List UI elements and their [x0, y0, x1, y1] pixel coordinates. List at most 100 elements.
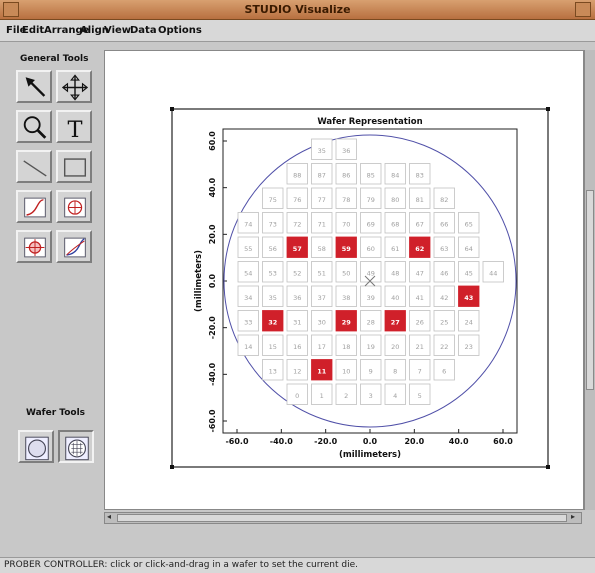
line-tool-button[interactable] [16, 150, 52, 183]
die-cell[interactable]: 15 [262, 334, 284, 356]
scroll-right-arrow-icon[interactable]: ▸ [571, 512, 576, 521]
wafer-plot[interactable]: Wafer Representation-60.0 -40.0 -20.0 0.0 20… [105, 51, 583, 509]
die-cell[interactable]: 41 [409, 285, 431, 307]
die-cell[interactable]: 75 [262, 187, 284, 209]
die-cell[interactable]: 0 [286, 383, 308, 405]
rectangle-tool-button[interactable] [56, 150, 92, 183]
die-cell[interactable]: 83 [409, 163, 431, 185]
die-cell[interactable]: 80 [384, 187, 406, 209]
die-cell[interactable]: 18 [335, 334, 357, 356]
die-cell[interactable]: 31 [286, 310, 308, 332]
die-cell[interactable]: 27 [384, 310, 406, 332]
die-cell[interactable]: 24 [458, 310, 480, 332]
die-cell[interactable]: 37 [311, 285, 333, 307]
die-cell[interactable]: 73 [262, 212, 284, 234]
die-cell[interactable]: 87 [311, 163, 333, 185]
die-cell[interactable]: 88 [286, 163, 308, 185]
die-cell[interactable]: 54 [237, 261, 259, 283]
menu-options[interactable]: Options [158, 25, 202, 36]
vertical-scroll-thumb[interactable] [586, 190, 594, 390]
die-cell[interactable]: 50 [335, 261, 357, 283]
die-cell[interactable]: 66 [433, 212, 455, 234]
die-cell[interactable]: 34 [237, 285, 259, 307]
die-cell[interactable]: 44 [482, 261, 504, 283]
text-tool-button[interactable]: T [56, 110, 92, 143]
die-cell[interactable]: 36 [286, 285, 308, 307]
die-cell[interactable]: 65 [458, 212, 480, 234]
die-cell[interactable]: 84 [384, 163, 406, 185]
die-cell[interactable]: 40 [384, 285, 406, 307]
die-cell[interactable]: 10 [335, 359, 357, 381]
menu-align[interactable]: Align [80, 25, 109, 36]
menu-view[interactable]: View [104, 25, 132, 36]
die-cell[interactable]: 4 [384, 383, 406, 405]
die-cell[interactable]: 11 [311, 359, 333, 381]
scroll-left-arrow-icon[interactable]: ◂ [107, 512, 112, 521]
curve-tool-tool-button[interactable] [16, 190, 52, 223]
die-cell[interactable]: 52 [286, 261, 308, 283]
die-cell[interactable]: 81 [409, 187, 431, 209]
window-menu-button[interactable] [3, 2, 19, 17]
die-cell[interactable]: 72 [286, 212, 308, 234]
die-cell[interactable]: 53 [262, 261, 284, 283]
die-cell[interactable]: 35 [311, 138, 333, 160]
die-cell[interactable]: 30 [311, 310, 333, 332]
die-cell[interactable]: 86 [335, 163, 357, 185]
wafer-map-tool-button[interactable] [58, 430, 94, 463]
die-cell[interactable]: 68 [384, 212, 406, 234]
die-cell[interactable]: 36 [335, 138, 357, 160]
die-cell[interactable]: 35 [262, 285, 284, 307]
die-cell[interactable]: 62 [409, 236, 431, 258]
die-cell[interactable]: 20 [384, 334, 406, 356]
die-cell[interactable]: 85 [360, 163, 382, 185]
die-cell[interactable]: 22 [433, 334, 455, 356]
die-cell[interactable]: 59 [335, 236, 357, 258]
die-cell[interactable]: 7 [409, 359, 431, 381]
die-cell[interactable]: 64 [458, 236, 480, 258]
die-cell[interactable]: 2 [335, 383, 357, 405]
die-cell[interactable]: 71 [311, 212, 333, 234]
die-cell[interactable]: 26 [409, 310, 431, 332]
resize-handle[interactable] [170, 107, 174, 111]
die-cell[interactable]: 42 [433, 285, 455, 307]
die-cell[interactable]: 70 [335, 212, 357, 234]
die-cell[interactable]: 79 [360, 187, 382, 209]
die-cell[interactable]: 28 [360, 310, 382, 332]
die-cell[interactable]: 82 [433, 187, 455, 209]
drawing-canvas[interactable]: Wafer Representation -60.0 -40.0 -20.0 0.0 20… [104, 50, 584, 510]
die-cell[interactable]: 47 [409, 261, 431, 283]
title-bar[interactable]: STUDIO Visualize [0, 0, 595, 20]
die-cell[interactable]: 23 [458, 334, 480, 356]
die-cell[interactable]: 46 [433, 261, 455, 283]
die-cell[interactable]: 39 [360, 285, 382, 307]
die-cell[interactable]: 51 [311, 261, 333, 283]
die-cell[interactable]: 38 [335, 285, 357, 307]
horizontal-scrollbar[interactable]: ◂ ▸ [104, 512, 582, 524]
die-cell[interactable]: 1 [311, 383, 333, 405]
resize-handle[interactable] [170, 465, 174, 469]
die-cell[interactable]: 43 [458, 285, 480, 307]
die-cell[interactable]: 63 [433, 236, 455, 258]
die-cell[interactable]: 8 [384, 359, 406, 381]
die-cell[interactable]: 61 [384, 236, 406, 258]
die-cell[interactable]: 6 [433, 359, 455, 381]
die-cell[interactable]: 69 [360, 212, 382, 234]
die-cell[interactable]: 19 [360, 334, 382, 356]
window-maximize-button[interactable] [575, 2, 591, 17]
wafer-tool-tool-button[interactable] [56, 190, 92, 223]
die-cell[interactable]: 48 [384, 261, 406, 283]
die-cell[interactable]: 12 [286, 359, 308, 381]
die-cell[interactable]: 29 [335, 310, 357, 332]
die-cell[interactable]: 56 [262, 236, 284, 258]
horizontal-scroll-thumb[interactable] [117, 514, 567, 522]
wafer-select-tool-button[interactable] [18, 430, 54, 463]
fit-curve-tool-button[interactable] [56, 230, 92, 263]
menu-edit[interactable]: Edit [22, 25, 45, 36]
target-tool-button[interactable] [16, 230, 52, 263]
die-cell[interactable]: 67 [409, 212, 431, 234]
die-cell[interactable]: 77 [311, 187, 333, 209]
die-cell[interactable]: 78 [335, 187, 357, 209]
die-cell[interactable]: 13 [262, 359, 284, 381]
die-cell[interactable]: 33 [237, 310, 259, 332]
die-cell[interactable]: 32 [262, 310, 284, 332]
